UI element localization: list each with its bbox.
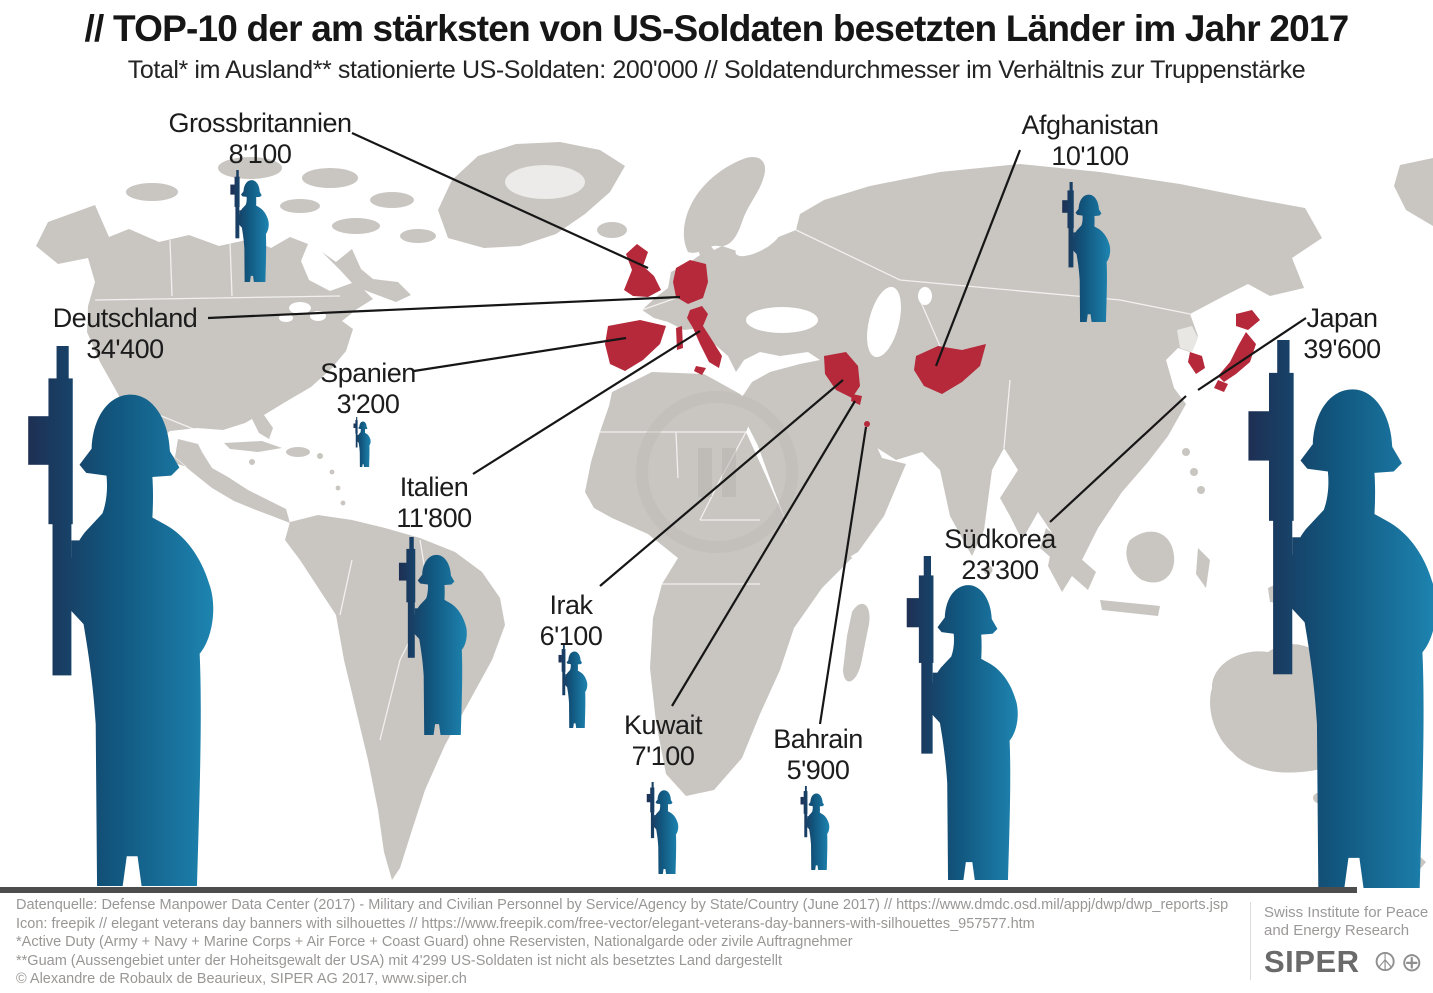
label-bahrain: Bahrain 5'900: [718, 724, 918, 786]
footnotes: Datenquelle: Defense Manpower Data Cente…: [16, 896, 1228, 989]
siper-org-line2: and Energy Research: [1264, 922, 1410, 939]
country-value: 3'200: [336, 389, 400, 419]
footnote-copyright: © Alexandre de Robaulx de Beaurieux, SIP…: [16, 971, 467, 988]
label-italien: Italien 11'800: [334, 472, 534, 534]
logo-divider: [1250, 902, 1251, 980]
label-deutschland: Deutschland 34'400: [15, 303, 235, 365]
pointer-line-kuwait: [671, 400, 856, 707]
peace-and-globe-icons: ☮⊕: [1373, 946, 1427, 977]
madagascar: [843, 603, 870, 682]
country-shape-kuwait: [851, 394, 862, 405]
footer-separator-bar: [0, 887, 1357, 893]
label-suedkorea: Südkorea 23'300: [900, 524, 1100, 586]
north-korea: [1177, 326, 1198, 352]
pointer-line-irak: [599, 379, 844, 587]
label-grossbritannien: Grossbritannien 8'100: [150, 108, 370, 170]
country-value: 10'100: [1051, 141, 1129, 171]
country-value: 8'100: [228, 139, 292, 169]
country-name: Italien: [399, 472, 469, 502]
country-value: 39'600: [1303, 334, 1381, 364]
country-shape-sizilien: [694, 366, 706, 375]
country-value: 34'400: [86, 334, 164, 364]
country-value: 11'800: [396, 503, 472, 533]
seas-and-lakes: [279, 165, 932, 358]
pointer-line-afghanistan: [934, 149, 1022, 367]
country-value: 6'100: [539, 621, 603, 651]
footnote-active-duty: *Active Duty (Army + Navy + Marine Corps…: [16, 934, 853, 951]
caribbean-islands: [224, 441, 346, 506]
soldier-icon-japan: [1248, 340, 1433, 888]
pointer-line-italien: [472, 330, 701, 475]
country-shape-grossbritannien: [624, 244, 661, 297]
soldier-icon-spanien: [353, 417, 371, 467]
siper-logo: Swiss Institute for Peace and Energy Res…: [1264, 904, 1428, 980]
country-name: Irak: [549, 590, 593, 620]
pointer-line-bahrain: [818, 426, 868, 725]
label-spanien: Spanien 3'200: [268, 358, 468, 420]
page-subtitle: Total* im Ausland** stationierte US-Sold…: [127, 56, 1306, 84]
country-shape-afghanistan: [914, 344, 986, 394]
country-shape-bahrain: [864, 421, 870, 427]
country-shape-spanien: [605, 320, 666, 371]
footnote-datasource: Datenquelle: Defense Manpower Data Cente…: [16, 897, 1229, 913]
country-name: Deutschland: [52, 303, 198, 333]
header: // TOP-10 der am stärksten von US-Soldat…: [0, 0, 1433, 85]
continent-north-america: [36, 205, 411, 523]
country-name: Grossbritannien: [168, 108, 352, 138]
country-name: Spanien: [320, 358, 416, 388]
continent-south-america: [285, 515, 505, 880]
soldier-icon-bahrain: [800, 786, 830, 870]
pointer-line-japan: [1197, 317, 1307, 391]
country-name: Kuwait: [623, 710, 703, 740]
footnote-guam: **Guam (Aussengebiet unter der Hoheitsge…: [16, 952, 783, 969]
label-japan: Japan 39'600: [1252, 303, 1432, 365]
country-name: Bahrain: [773, 724, 863, 754]
iceland: [597, 222, 627, 238]
pointer-line-suedkorea: [1049, 395, 1187, 523]
pointer-line-deutschland: [207, 295, 681, 320]
label-kuwait: Kuwait 7'100: [563, 710, 763, 772]
country-value: 5'900: [786, 755, 850, 785]
country-value: 23'300: [961, 555, 1039, 585]
country-name: Afghanistan: [1021, 110, 1159, 140]
country-shape-suedkorea: [1188, 352, 1205, 374]
ne-corner-land: [1394, 158, 1433, 226]
arctic-islands: [126, 157, 436, 243]
scandinavia: [683, 156, 766, 253]
siper-org-line1: Swiss Institute for Peace: [1264, 904, 1429, 921]
country-shape-irak: [824, 352, 860, 398]
country-name: Japan: [1306, 303, 1378, 333]
pointer-lines: [207, 131, 1307, 725]
pointer-line-spanien: [413, 336, 627, 373]
country-shape-deutschland: [673, 260, 708, 304]
continent-eurasia: [642, 164, 1322, 592]
siper-wordmark: SIPER: [1264, 944, 1360, 979]
country-name: Südkorea: [944, 524, 1056, 554]
country-shape-italien: [687, 306, 722, 368]
country-value: 7'100: [631, 741, 695, 771]
label-afghanistan: Afghanistan 10'100: [975, 110, 1205, 172]
soldier-icon-suedkorea: [906, 556, 1018, 880]
footnote-icon-credit: Icon: freepik // elegant veterans day ba…: [16, 915, 1035, 932]
page-title: // TOP-10 der am stärksten von US-Soldat…: [84, 8, 1350, 49]
label-irak: Irak 6'100: [471, 590, 671, 652]
soldier-icon-kuwait: [646, 782, 679, 874]
pointer-line-grossbritannien: [351, 131, 649, 270]
